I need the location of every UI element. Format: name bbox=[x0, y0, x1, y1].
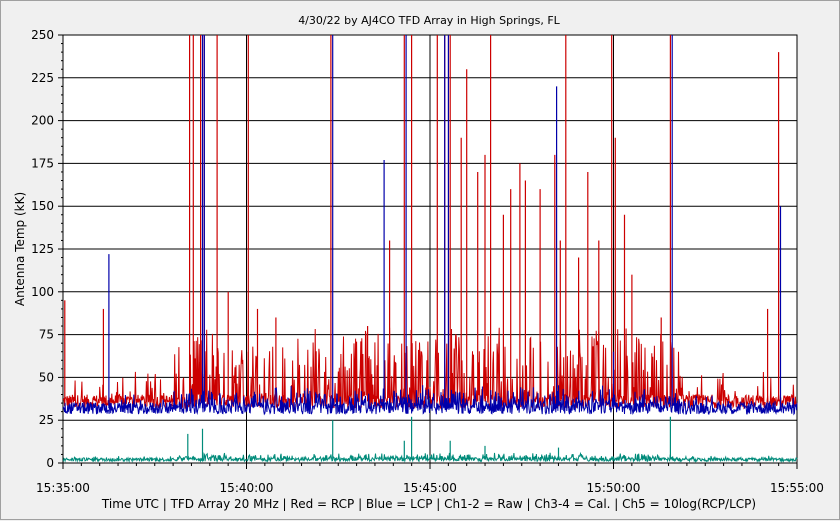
y-tick-label: 125 bbox=[31, 242, 54, 256]
axis-layer: 0 25 50 75 100 125 150 175 200 225 250 15:35:00 15:4… bbox=[31, 28, 824, 495]
y-tick-label: 225 bbox=[31, 71, 54, 85]
x-tick-label: 15:40:00 bbox=[220, 481, 274, 495]
series-10log-rcp-lcp- bbox=[62, 416, 798, 463]
y-tick-label: 50 bbox=[39, 370, 54, 384]
series-trace bbox=[62, 385, 798, 416]
x-tick-label: 15:45:00 bbox=[403, 481, 457, 495]
x-tick-label: 15:35:00 bbox=[36, 481, 90, 495]
y-tick-label: 100 bbox=[31, 285, 54, 299]
x-tick-label: 15:55:00 bbox=[770, 481, 824, 495]
chart-title: 4/30/22 by AJ4CO TFD Array in High Sprin… bbox=[298, 14, 560, 27]
chart-xlabel: Time UTC | TFD Array 20 MHz | Red = RCP … bbox=[101, 497, 756, 511]
chart-ylabel: Antenna Temp (kK) bbox=[13, 192, 27, 306]
y-tick-label: 200 bbox=[31, 114, 54, 128]
y-tick-label: 0 bbox=[46, 456, 54, 470]
grid-lines bbox=[63, 35, 797, 463]
series-lcp bbox=[62, 35, 798, 416]
y-tick-label: 25 bbox=[39, 413, 54, 427]
y-tick-label: 175 bbox=[31, 156, 54, 170]
series-layer bbox=[62, 35, 798, 463]
y-tick-label: 75 bbox=[39, 328, 54, 342]
series-trace bbox=[62, 451, 798, 463]
y-tick-label: 150 bbox=[31, 199, 54, 213]
y-tick-label: 250 bbox=[31, 28, 54, 42]
x-tick-label: 15:50:00 bbox=[587, 481, 641, 495]
